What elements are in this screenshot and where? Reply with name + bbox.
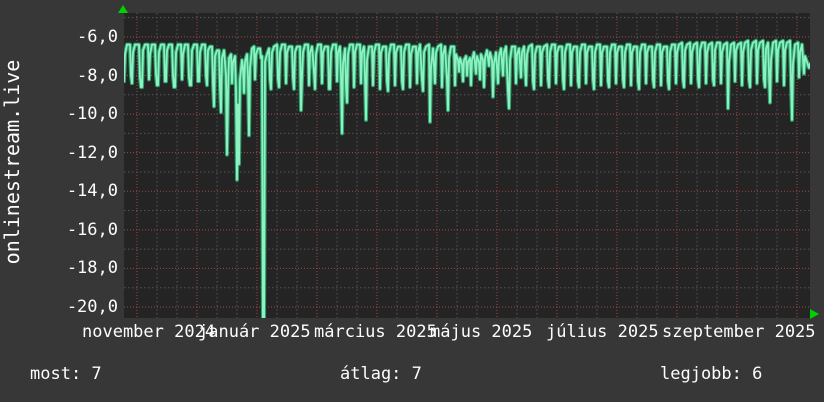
stat-average: átlag: 7: [340, 364, 422, 384]
y-tick-label: -16,0: [66, 219, 118, 240]
graph-canvas: [124, 13, 810, 318]
x-tick-label: november 2024: [82, 322, 216, 342]
stat-best: legjobb: 6: [660, 364, 763, 384]
y-tick-label: -18,0: [66, 258, 118, 279]
y-tick-label: -6,0: [77, 26, 118, 47]
series-line-core: [124, 39, 810, 318]
y-tick-label: -8,0: [77, 65, 118, 86]
y-tick-label: -10,0: [66, 104, 118, 125]
y-axis-arrow-icon: [118, 5, 128, 13]
x-tick-label: május 2025: [430, 322, 533, 342]
x-tick-label: január 2025: [198, 322, 311, 342]
x-tick-label: július 2025: [546, 322, 659, 342]
x-axis-arrow-icon: [810, 309, 819, 319]
y-tick-label: -20,0: [66, 297, 118, 317]
watermark-text: onlinestream.live: [0, 59, 24, 265]
stat-current: most: 7: [30, 364, 102, 384]
y-tick-label: -14,0: [66, 181, 118, 202]
x-tick-label: szeptember 2025: [662, 322, 816, 342]
y-tick-label: -12,0: [66, 142, 118, 163]
x-tick-label: március 2025: [314, 322, 437, 342]
